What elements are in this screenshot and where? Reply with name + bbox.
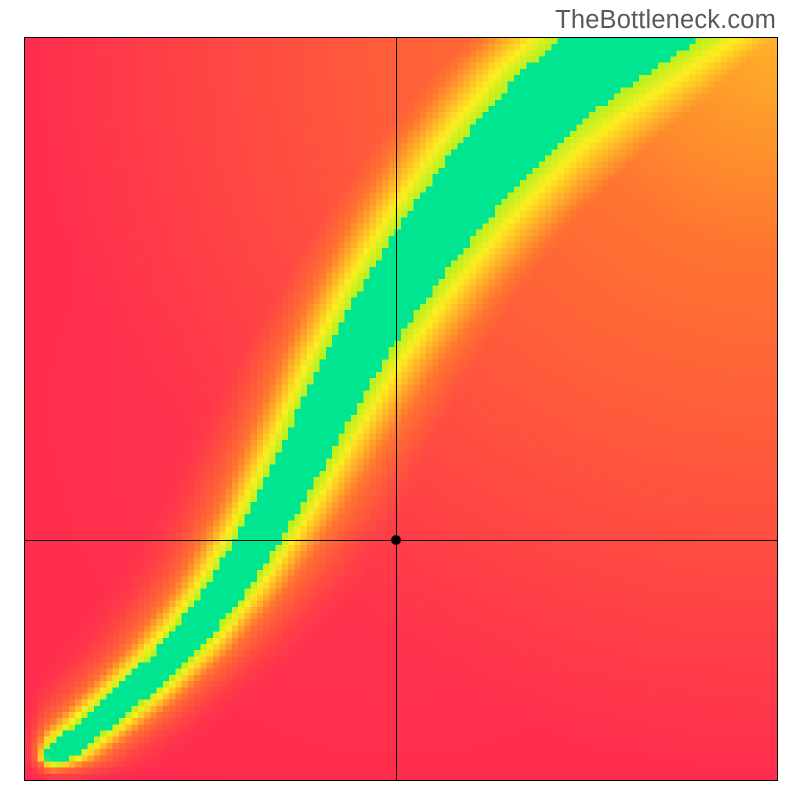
data-point-marker [391,535,401,545]
watermark-text: TheBottleneck.com [555,6,776,35]
crosshair-vertical [396,38,397,780]
heatmap-plot [24,37,778,781]
heatmap-canvas [25,38,777,780]
